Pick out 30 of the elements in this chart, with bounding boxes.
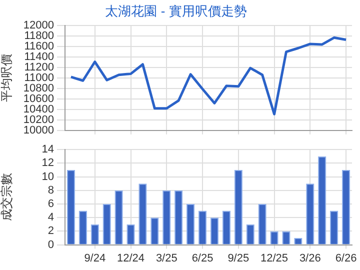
y-tick-label: 12000 [23, 20, 54, 32]
y-tick-label: 2 [48, 225, 54, 238]
y-tick-label: 4 [48, 212, 54, 224]
y-tick-label: 11000 [24, 72, 54, 84]
x-tick-label: 12/25 [260, 252, 288, 264]
y-tick-label: 8 [48, 184, 54, 196]
x-tick-label: 6/25 [192, 252, 214, 264]
y-tick-label: 10800 [23, 82, 54, 95]
x-tick-label: 12/24 [117, 252, 145, 264]
y-tick-label: 11400 [24, 51, 54, 64]
x-tick-label: 9/24 [84, 252, 106, 264]
chart-title: 太湖花園 - 實用呎價走勢 [105, 3, 247, 18]
y-tick-label: 0 [48, 238, 54, 251]
y-tick-label: 6 [48, 198, 54, 210]
y-tick-label: 10200 [23, 114, 54, 126]
x-tick-label: 9/25 [228, 252, 250, 264]
x-tick-label: 3/26 [299, 252, 321, 264]
y-tick-label: 10600 [23, 92, 54, 105]
y-tick-label: 11200 [24, 62, 54, 74]
y-tick-label: 10400 [23, 103, 54, 116]
y-tick-label: 14 [42, 144, 54, 156]
y-tick-label: 11600 [24, 40, 54, 53]
x-tick-label: 6/26 [335, 252, 357, 264]
y-axis-title: 成交宗數 [0, 173, 14, 222]
y-tick-label: 12 [42, 157, 54, 170]
y-tick-label: 10000 [23, 124, 54, 136]
y-tick-label: 11800 [24, 30, 54, 42]
y-axis-title: 平均呎價 [0, 54, 14, 102]
y-tick-label: 10 [42, 170, 54, 183]
x-tick-label: 3/25 [156, 252, 178, 264]
